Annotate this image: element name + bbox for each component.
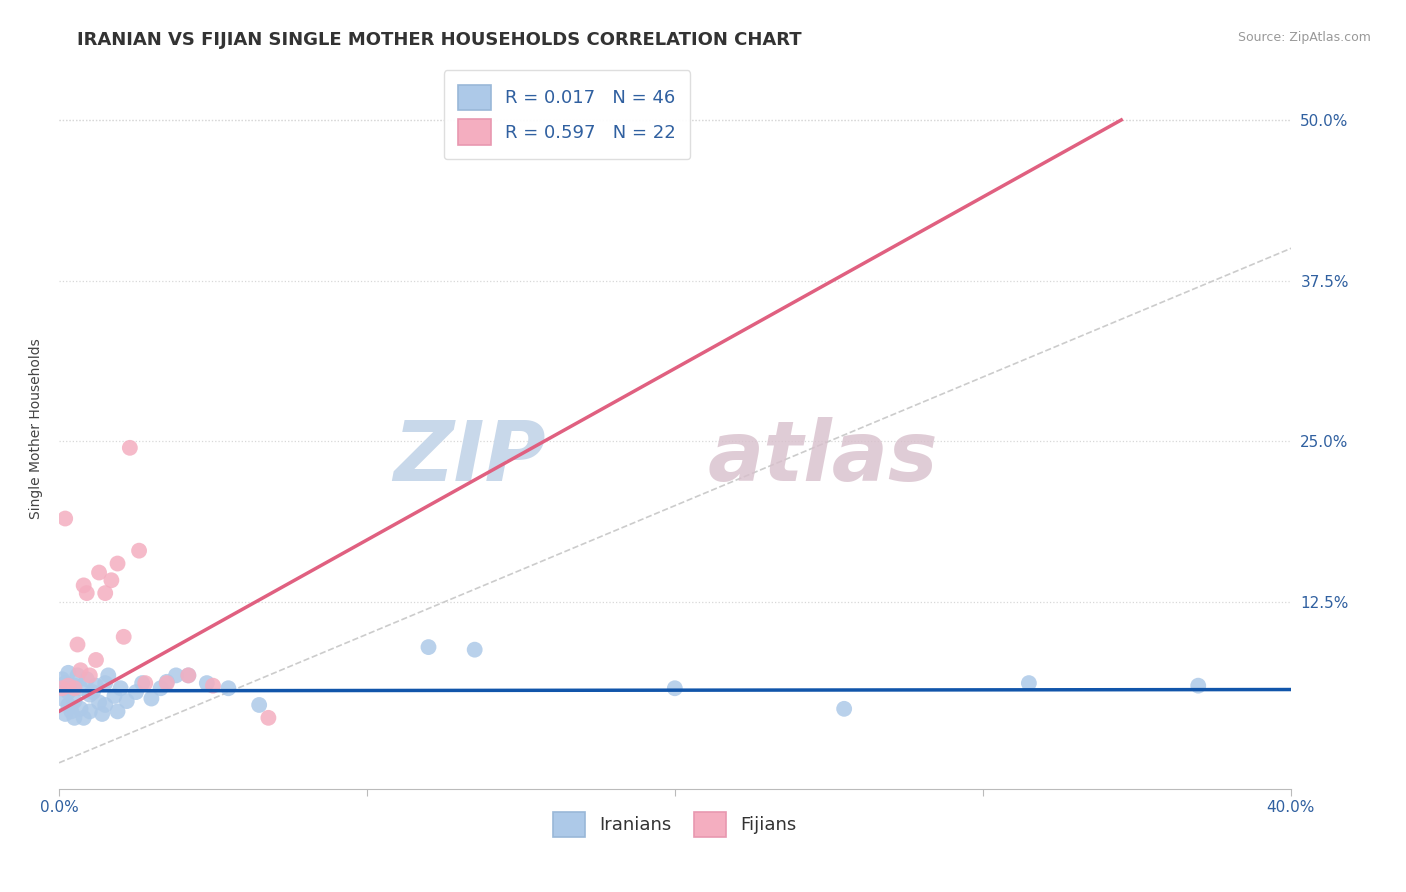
Text: IRANIAN VS FIJIAN SINGLE MOTHER HOUSEHOLDS CORRELATION CHART: IRANIAN VS FIJIAN SINGLE MOTHER HOUSEHOL… xyxy=(77,31,801,49)
Point xyxy=(110,681,132,696)
Point xyxy=(51,681,73,696)
Point xyxy=(464,642,486,657)
Point xyxy=(79,668,101,682)
Point xyxy=(84,653,107,667)
Point xyxy=(63,679,86,693)
Point xyxy=(131,676,153,690)
Point xyxy=(53,706,76,721)
Point xyxy=(69,702,91,716)
Point xyxy=(664,681,686,696)
Point xyxy=(60,681,83,696)
Point xyxy=(103,689,125,703)
Point xyxy=(87,566,110,580)
Point xyxy=(53,511,76,525)
Point xyxy=(58,698,80,712)
Point xyxy=(51,672,73,686)
Text: atlas: atlas xyxy=(707,417,938,498)
Point xyxy=(63,681,86,696)
Point xyxy=(107,705,129,719)
Point xyxy=(156,674,179,689)
Point xyxy=(418,640,440,654)
Point xyxy=(94,698,117,712)
Point xyxy=(87,695,110,709)
Point xyxy=(58,679,80,693)
Point xyxy=(1018,676,1040,690)
Point xyxy=(79,705,101,719)
Point xyxy=(100,573,122,587)
Point xyxy=(165,668,187,682)
Point xyxy=(217,681,239,696)
Point xyxy=(73,711,96,725)
Text: ZIP: ZIP xyxy=(392,417,546,498)
Point xyxy=(69,663,91,677)
Point xyxy=(69,681,91,696)
Point xyxy=(91,706,114,721)
Point xyxy=(79,688,101,702)
Point xyxy=(118,441,141,455)
Text: Source: ZipAtlas.com: Source: ZipAtlas.com xyxy=(1237,31,1371,45)
Point xyxy=(58,665,80,680)
Point xyxy=(125,685,148,699)
Point xyxy=(1187,679,1209,693)
Y-axis label: Single Mother Households: Single Mother Households xyxy=(30,338,44,519)
Point xyxy=(177,668,200,682)
Point xyxy=(94,586,117,600)
Point xyxy=(76,672,98,686)
Point xyxy=(84,679,107,693)
Point xyxy=(112,630,135,644)
Point xyxy=(156,676,179,690)
Point xyxy=(51,691,73,706)
Point xyxy=(832,702,855,716)
Point xyxy=(115,694,138,708)
Point xyxy=(58,685,80,699)
Point xyxy=(247,698,270,712)
Point xyxy=(128,543,150,558)
Point xyxy=(107,557,129,571)
Point xyxy=(97,668,120,682)
Point xyxy=(66,668,89,682)
Point xyxy=(53,676,76,690)
Point xyxy=(134,676,156,690)
Point xyxy=(76,586,98,600)
Point xyxy=(201,679,224,693)
Legend: Iranians, Fijians: Iranians, Fijians xyxy=(546,805,804,845)
Point xyxy=(66,638,89,652)
Point xyxy=(73,578,96,592)
Point xyxy=(60,705,83,719)
Point xyxy=(94,676,117,690)
Point xyxy=(195,676,218,690)
Point xyxy=(63,694,86,708)
Point xyxy=(257,711,280,725)
Point xyxy=(177,668,200,682)
Point xyxy=(82,685,104,699)
Point xyxy=(141,691,163,706)
Point xyxy=(149,681,172,696)
Point xyxy=(63,711,86,725)
